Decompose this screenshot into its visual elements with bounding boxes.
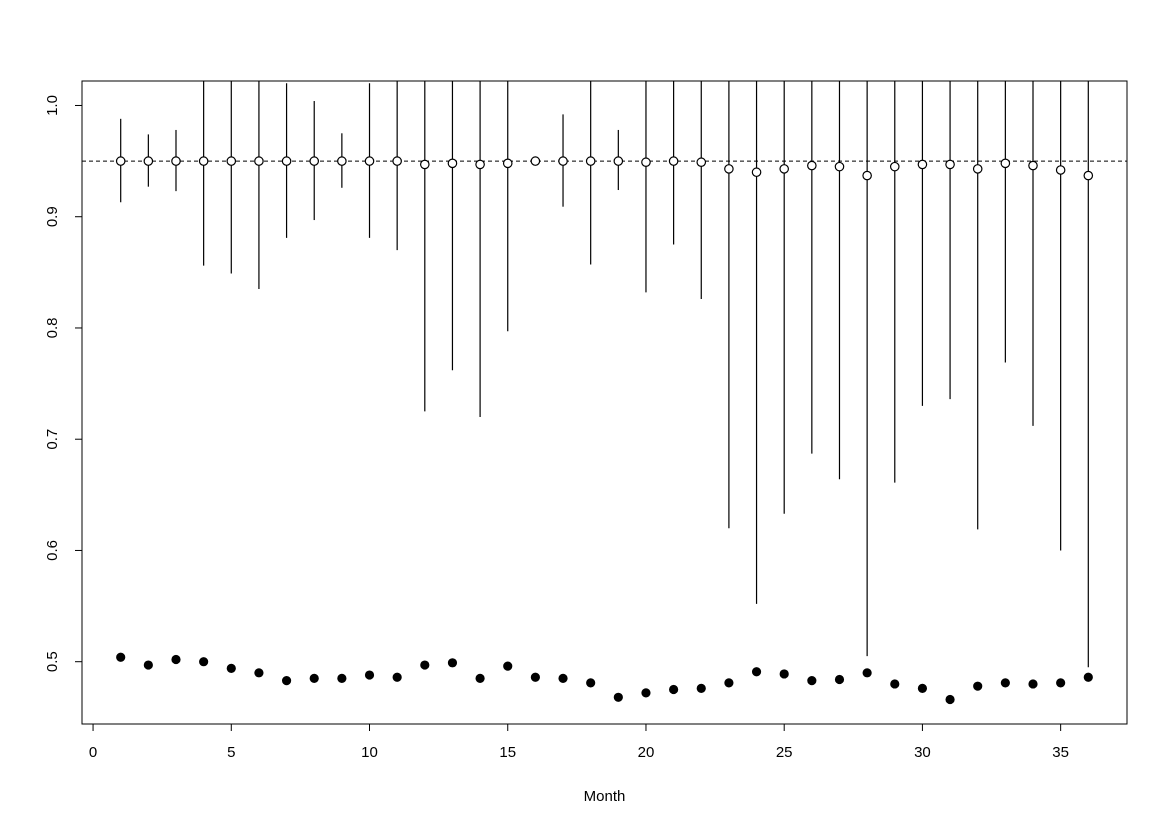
open-point — [1083, 170, 1094, 181]
filled-point — [254, 668, 264, 678]
filled-point — [641, 688, 651, 698]
filled-point — [475, 673, 485, 683]
open-point — [641, 157, 651, 168]
open-point — [171, 156, 181, 166]
open-point — [475, 159, 485, 170]
filled-point — [834, 674, 845, 685]
open-point — [945, 159, 955, 170]
filled-point — [116, 652, 126, 662]
open-point — [917, 159, 928, 170]
filled-point — [171, 654, 181, 665]
open-point — [1055, 165, 1066, 175]
open-point — [834, 161, 845, 172]
open-point — [281, 156, 292, 166]
open-point — [502, 158, 513, 169]
x-axis-label: Month — [584, 788, 626, 805]
x-tick-label: 5 — [227, 744, 235, 761]
filled-point — [807, 676, 817, 686]
open-point — [530, 156, 541, 166]
filled-point — [945, 694, 955, 705]
filled-point — [1056, 678, 1066, 688]
filled-point — [530, 672, 540, 682]
open-point — [779, 164, 789, 174]
open-point — [696, 157, 707, 168]
filled-point — [420, 660, 430, 670]
filled-point — [669, 684, 679, 695]
filled-point — [447, 658, 458, 668]
filled-point — [1000, 678, 1010, 688]
filled-point — [199, 657, 209, 667]
filled-point — [696, 683, 706, 694]
x-tick-label: 15 — [499, 744, 516, 761]
filled-point — [779, 669, 789, 679]
filled-point — [890, 679, 900, 689]
x-tick-label: 20 — [638, 744, 655, 761]
filled-point — [364, 670, 375, 680]
open-point — [447, 158, 458, 169]
x-tick-label: 10 — [361, 744, 378, 761]
filled-point — [724, 678, 734, 688]
y-tick-label: 0.6 — [44, 540, 61, 561]
open-point — [254, 156, 264, 166]
open-point — [889, 161, 900, 172]
y-tick-label: 0.8 — [44, 318, 61, 339]
open-point — [862, 170, 872, 181]
open-point — [420, 159, 430, 170]
filled-point — [613, 692, 623, 702]
open-point — [585, 156, 596, 166]
x-tick-label: 25 — [776, 744, 793, 761]
open-point — [558, 156, 568, 166]
filled-point — [1083, 672, 1093, 682]
open-point — [724, 164, 734, 174]
y-tick-label: 0.5 — [44, 651, 61, 672]
open-point — [143, 156, 154, 166]
plot-frame — [81, 80, 1128, 725]
open-point — [309, 156, 320, 166]
open-point — [972, 164, 983, 174]
x-tick-label: 0 — [89, 744, 97, 761]
open-point — [364, 156, 375, 166]
filled-point — [973, 681, 983, 691]
filled-point — [862, 668, 872, 678]
y-tick-label: 0.9 — [44, 206, 61, 227]
y-tick-label: 0.7 — [44, 429, 61, 450]
open-point — [337, 156, 347, 166]
filled-point — [558, 673, 568, 683]
y-tick-label: 1.0 — [44, 95, 61, 116]
open-point — [613, 156, 624, 166]
open-point — [807, 160, 817, 171]
filled-point — [917, 683, 928, 694]
filled-point — [392, 672, 402, 682]
open-point — [198, 156, 209, 166]
filled-point — [751, 667, 762, 677]
open-point — [392, 156, 402, 166]
open-point — [751, 167, 762, 178]
x-tick-label: 30 — [914, 744, 931, 761]
filled-point — [586, 678, 596, 688]
filled-point — [503, 661, 513, 671]
filled-point — [281, 676, 292, 686]
open-point — [668, 156, 679, 166]
filled-point — [226, 663, 236, 673]
open-point — [1000, 158, 1011, 169]
open-point — [1028, 160, 1038, 171]
filled-point — [143, 660, 153, 670]
filled-point — [309, 673, 319, 683]
filled-point — [1028, 679, 1038, 689]
open-point — [226, 156, 237, 166]
x-tick-label: 35 — [1052, 744, 1069, 761]
open-point — [115, 156, 126, 166]
plot-area — [82, 81, 1127, 705]
filled-point — [337, 673, 347, 683]
